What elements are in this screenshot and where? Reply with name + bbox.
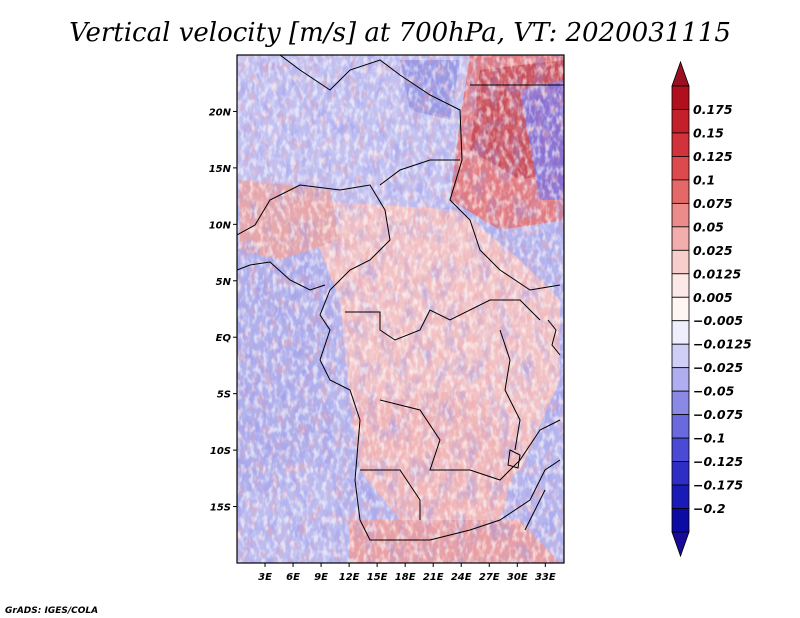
- x-tick-label: 15E: [367, 572, 388, 583]
- colorbar-swatch: [671, 508, 690, 533]
- colorbar-swatch: [671, 226, 690, 251]
- colorbar-swatch: [671, 343, 690, 369]
- colorbar-swatch: [671, 249, 690, 275]
- colorbar-swatch: [671, 202, 690, 228]
- chart-title: Vertical velocity [m/s] at 700hPa, VT: 2…: [69, 18, 731, 48]
- x-tick-label: 9E: [314, 572, 328, 583]
- x-tick-label: 21E: [423, 572, 444, 583]
- grads-credit: GrADS: IGES/COLA: [5, 606, 98, 616]
- coastlines: [237, 55, 564, 541]
- colorbar-label: −0.125: [693, 454, 743, 469]
- colorbar-label: 0.0125: [693, 266, 742, 281]
- colorbar-label: 0.175: [693, 102, 733, 117]
- colorbar-swatch: [671, 437, 690, 462]
- colorbar-label: 0.125: [693, 149, 733, 164]
- colorbar-swatch: [671, 109, 690, 134]
- y-tick-label: 5N: [216, 277, 232, 288]
- colorbar-label: 0.1: [693, 172, 715, 187]
- y-tick-label: 5S: [217, 390, 231, 401]
- map-axes: 3E 6E 9E 12E 15E 18E 21E 24E 27E 30E 33E 20N 15N 10N 5…: [209, 107, 556, 583]
- colorbar-swatch: [671, 156, 690, 181]
- colorbar-swatch: [671, 461, 690, 486]
- x-tick-label: 3E: [258, 572, 272, 583]
- map-frame: [236, 54, 565, 564]
- x-tick-label: 12E: [339, 572, 360, 583]
- colorbar-swatch: [671, 367, 690, 392]
- colorbar-swatch: [671, 179, 690, 204]
- x-tick-label: 24E: [451, 572, 472, 583]
- colorbar-label: 0.005: [693, 290, 733, 305]
- colorbar-swatch: [671, 484, 690, 509]
- colorbar-label: −0.2: [693, 501, 726, 516]
- x-tick-label: 6E: [286, 572, 300, 583]
- x-tick-label: 27E: [479, 572, 500, 583]
- y-tick-label: EQ: [216, 333, 232, 344]
- colorbar-swatch: [671, 296, 690, 322]
- y-tick-label: 15S: [210, 503, 231, 514]
- y-tick-label: 10S: [210, 446, 231, 457]
- colorbar-swatch: [671, 320, 690, 345]
- colorbar-label: −0.005: [693, 313, 743, 328]
- colorbar-bottom-arrow: [671, 531, 690, 558]
- colorbar-label: 0.075: [693, 196, 733, 211]
- x-tick-label: 33E: [535, 572, 556, 583]
- y-tick-label: 10N: [209, 220, 232, 231]
- map-panel: [237, 55, 564, 563]
- colorbar-label: −0.0125: [693, 337, 752, 352]
- colorbar-label: −0.175: [693, 478, 743, 493]
- colorbar-top-arrow: [671, 60, 690, 87]
- y-tick-label: 15N: [209, 164, 232, 175]
- colorbar-swatch: [671, 85, 690, 110]
- colorbar-label: −0.1: [693, 431, 726, 446]
- colorbar-label: −0.075: [693, 407, 743, 422]
- colorbar-swatch: [671, 132, 690, 157]
- colorbar-label: 0.15: [693, 125, 724, 140]
- colorbar-label: −0.05: [693, 384, 735, 399]
- colorbar: 0.175 0.15 0.125 0.1 0.075 0.05 0.025 0.0125 0.0…: [671, 60, 752, 558]
- colorbar-swatch: [671, 273, 690, 298]
- x-tick-label: 18E: [395, 572, 416, 583]
- colorbar-swatch: [671, 414, 690, 439]
- colorbar-swatch: [671, 390, 690, 416]
- colorbar-label: 0.05: [693, 219, 724, 234]
- y-tick-label: 20N: [209, 107, 232, 118]
- colorbar-label: −0.025: [693, 360, 743, 375]
- colorbar-label: 0.025: [693, 243, 733, 258]
- x-tick-label: 30E: [507, 572, 528, 583]
